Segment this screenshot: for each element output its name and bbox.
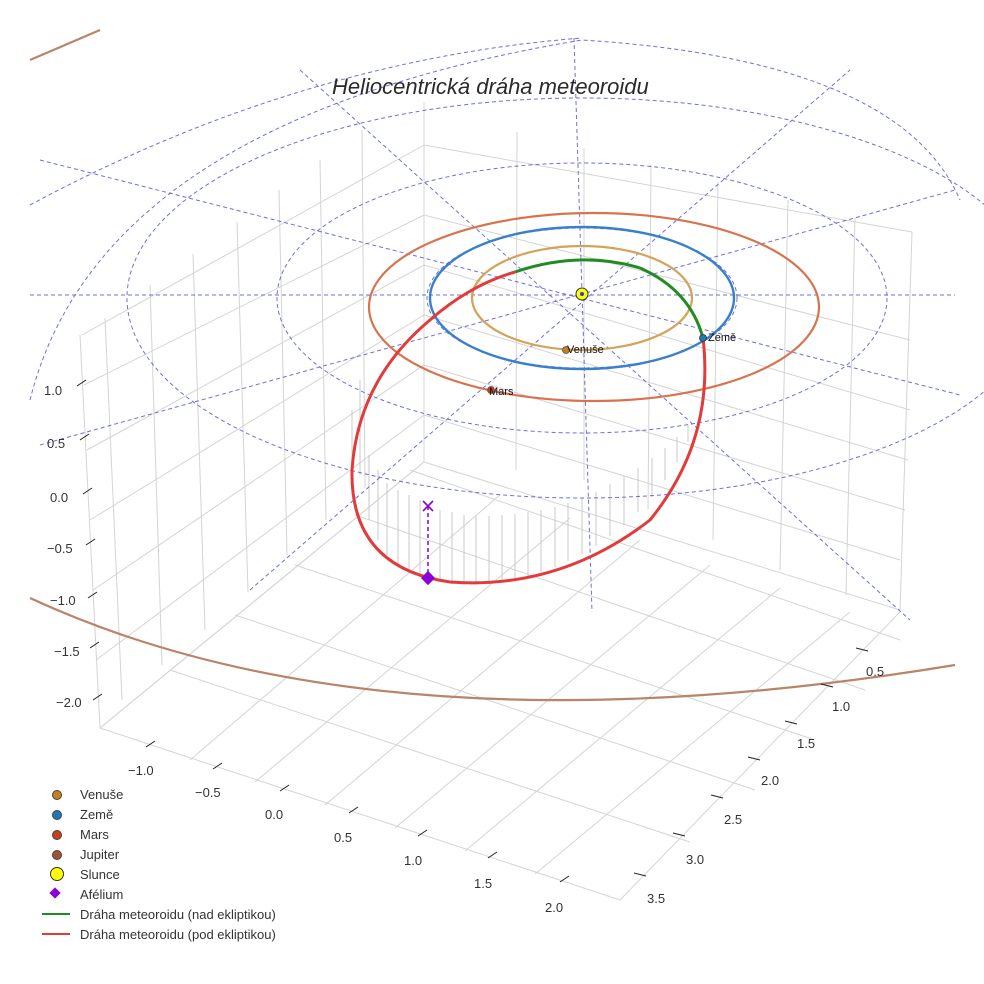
svg-text:1.0: 1.0 [404, 853, 422, 868]
venus-label: Venuše [567, 344, 604, 356]
chart-title: Heliocentrická dráha meteoroidu [332, 74, 649, 99]
y-axis [633, 647, 869, 877]
svg-text:1.5: 1.5 [797, 736, 815, 751]
jupiter-dot-icon [52, 850, 62, 860]
mars-orbit [367, 211, 821, 403]
svg-text:1.0: 1.0 [44, 383, 62, 398]
legend-label: Jupiter [80, 846, 120, 862]
y-axis-labels: 0.5 1.0 1.5 2.0 2.5 3.0 3.5 [647, 664, 884, 906]
legend-label: Afélium [80, 886, 124, 902]
svg-text:0.5: 0.5 [866, 664, 884, 679]
legend-item-path-below[interactable]: Dráha meteoroidu (pod ekliptikou) [36, 924, 276, 944]
svg-text:−0.5: −0.5 [47, 541, 73, 556]
svg-text:0.5: 0.5 [47, 436, 65, 451]
svg-text:2.0: 2.0 [761, 773, 779, 788]
meteoroid-path-below [350, 270, 707, 585]
legend-item-jupiter[interactable]: Jupiter [36, 844, 276, 864]
svg-text:2.5: 2.5 [724, 812, 742, 827]
legend-label: Dráha meteoroidu (pod ekliptikou) [80, 926, 276, 942]
venus-marker-icon [562, 346, 570, 354]
legend-label: Země [80, 806, 114, 822]
jupiter-orbit-top [29, 28, 101, 62]
planet-markers: Venuše Země Mars [487, 287, 736, 398]
aphelion-projection-x-icon [422, 500, 434, 512]
svg-text:1.0: 1.0 [832, 699, 850, 714]
orbits [29, 28, 956, 702]
axes-grid [79, 102, 913, 901]
earth-orbit [428, 225, 736, 371]
svg-text:1.5: 1.5 [474, 876, 492, 891]
svg-text:−2.0: −2.0 [56, 695, 82, 710]
svg-text:2.0: 2.0 [545, 900, 563, 915]
svg-text:0.0: 0.0 [265, 807, 283, 822]
aphelion-diamond-icon [420, 570, 436, 586]
svg-text:3.5: 3.5 [647, 891, 665, 906]
sun-dot-icon [50, 867, 64, 881]
legend-label: Slunce [80, 866, 120, 882]
earth-dot-icon [52, 810, 62, 820]
legend-item-mars[interactable]: Mars [36, 824, 276, 844]
svg-text:0.5: 0.5 [334, 830, 352, 845]
legend-label: Dráha meteoroidu (nad ekliptikou) [80, 906, 276, 922]
legend: Venuše Země Mars Jupiter Slunce Afélium … [36, 784, 276, 944]
mars-marker-icon [487, 386, 495, 394]
z-axis [76, 379, 103, 701]
earth-marker-icon [699, 334, 707, 342]
legend-item-path-above[interactable]: Dráha meteoroidu (nad ekliptikou) [36, 904, 276, 924]
svg-text:−1.5: −1.5 [54, 644, 80, 659]
svg-text:−1.0: −1.0 [50, 593, 76, 608]
green-line-icon [42, 913, 70, 915]
mars-label: Mars [489, 386, 514, 398]
red-line-icon [42, 933, 70, 935]
svg-text:0.0: 0.0 [50, 490, 68, 505]
legend-label: Mars [80, 826, 109, 842]
meteoroid-path [350, 258, 707, 585]
svg-text:−1.0: −1.0 [128, 763, 154, 778]
earth-label: Země [708, 332, 736, 344]
projection-lines [351, 380, 689, 585]
venus-dot-icon [52, 790, 62, 800]
x-axis-labels: −1.0 −0.5 0.0 0.5 1.0 1.5 2.0 [128, 763, 563, 915]
legend-item-earth[interactable]: Země [36, 804, 276, 824]
meteoroid-path-above [514, 258, 705, 339]
aphelion [420, 500, 436, 586]
jupiter-orbit [29, 597, 956, 702]
mars-dot-icon [52, 830, 62, 840]
svg-text:−0.5: −0.5 [195, 785, 221, 800]
svg-text:3.0: 3.0 [686, 852, 704, 867]
venus-orbit [470, 244, 694, 352]
z-axis-labels: 1.0 0.5 0.0 −0.5 −1.0 −1.5 −2.0 [44, 383, 82, 710]
legend-label: Venuše [80, 786, 124, 802]
legend-item-venus[interactable]: Venuše [36, 784, 276, 804]
legend-item-aphelion[interactable]: Afélium [36, 884, 276, 904]
ecliptic-grid [29, 37, 984, 621]
legend-item-sun[interactable]: Slunce [36, 864, 276, 884]
aphelion-diamond-icon [49, 887, 61, 899]
x-axis [145, 740, 570, 883]
